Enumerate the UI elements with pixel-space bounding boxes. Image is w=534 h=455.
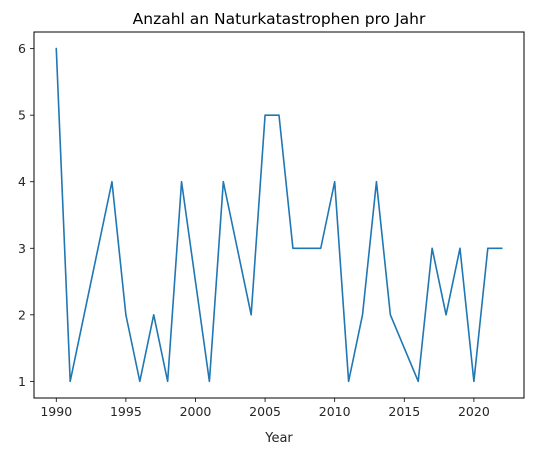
- y-tick-label-1: 1: [18, 374, 26, 389]
- series-layer: [55, 47, 503, 383]
- y-tick-label-5: 5: [18, 108, 26, 123]
- chart-title: Anzahl an Naturkatastrophen pro Jahr: [133, 10, 426, 28]
- y-axis: 1 2 3 4 5 6: [18, 41, 34, 389]
- x-tick-label-2010: 2010: [319, 404, 351, 419]
- plot-area: [33, 31, 525, 399]
- x-tick-label-2000: 2000: [180, 404, 212, 419]
- x-tick-label-1995: 1995: [110, 404, 142, 419]
- x-tick-label-2020: 2020: [458, 404, 490, 419]
- x-tick-label-1990: 1990: [40, 404, 72, 419]
- series-line-0: [55, 47, 503, 383]
- y-tick-label-2: 2: [18, 307, 26, 322]
- x-tick-label-2015: 2015: [388, 404, 420, 419]
- x-axis: 1990 1995 2000 2005 2010 2015 2020: [40, 398, 490, 419]
- x-axis-label: Year: [264, 431, 293, 446]
- y-tick-label-4: 4: [18, 174, 26, 189]
- y-tick-label-6: 6: [18, 41, 26, 56]
- x-tick-label-2005: 2005: [249, 404, 281, 419]
- y-tick-label-3: 3: [18, 241, 26, 256]
